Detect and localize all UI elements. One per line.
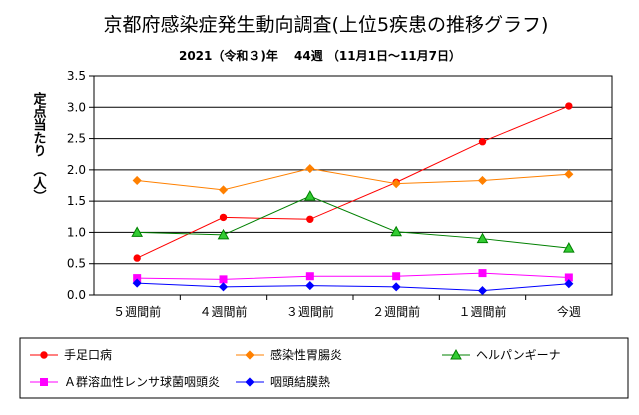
data-point	[133, 254, 141, 262]
data-point	[217, 228, 230, 240]
data-point	[562, 242, 575, 253]
legend-label: ヘルパンギーナ	[476, 348, 561, 362]
series-2	[131, 190, 575, 253]
x-tick-label: 今週	[557, 304, 581, 319]
data-point	[305, 164, 315, 174]
legend-item: 咽頭結膜熱	[236, 375, 330, 389]
data-point	[219, 213, 228, 222]
y-axis-label: 定点当たり （人）	[31, 91, 48, 202]
data-point	[303, 190, 316, 201]
series-0	[133, 102, 573, 262]
data-point	[306, 215, 314, 223]
y-tick-label: 0.0	[67, 288, 86, 302]
x-tick-label: ２週間前	[372, 304, 420, 319]
data-point	[391, 282, 401, 292]
legend-label: Ａ群溶血性レンサ球菌咽頭炎	[64, 374, 220, 389]
x-axis-ticks: ５週間前 ４週間前 ３週間前 ２週間前 １週間前 今週	[113, 295, 581, 319]
data-point	[476, 232, 489, 244]
legend-box	[19, 337, 629, 399]
legend-item: ヘルパンギーナ	[442, 348, 561, 362]
y-tick-label: 2.5	[67, 132, 86, 146]
legend-marker	[40, 351, 48, 359]
x-tick-label: ４週間前	[199, 304, 247, 319]
data-point	[305, 272, 314, 281]
plot-area	[93, 75, 613, 296]
y-tick-label: 3.5	[67, 69, 86, 83]
y-tick-label: 2.0	[67, 163, 86, 177]
data-point	[390, 225, 403, 237]
data-point	[219, 275, 228, 284]
series-line	[137, 282, 569, 292]
data-point	[131, 226, 144, 237]
legend-marker	[450, 348, 462, 360]
data-point	[564, 279, 574, 289]
data-point	[564, 169, 574, 179]
y-tick-label: 3.0	[67, 100, 86, 114]
data-point	[477, 175, 488, 186]
data-point	[391, 179, 401, 189]
y-axis-ticks: 0.0 0.5 1.0 1.5 2.0 2.5 3.0 3.5	[67, 69, 94, 302]
y-axis-label-text: 定点当たり （人）	[31, 91, 48, 202]
data-point	[132, 175, 142, 186]
data-point	[392, 272, 401, 281]
data-point	[132, 278, 142, 288]
series-1	[132, 164, 574, 195]
legend-marker	[245, 350, 255, 360]
y-tick-label: 1.0	[67, 225, 86, 239]
x-tick-label: １週間前	[458, 304, 506, 319]
legend-marker	[245, 377, 255, 387]
gridlines	[94, 106, 612, 265]
legend-label: 手足口病	[64, 347, 112, 362]
series-line	[137, 168, 569, 191]
data-point	[305, 281, 315, 291]
series-line	[137, 195, 569, 249]
x-tick-label: ３週間前	[286, 304, 334, 319]
series-group	[131, 102, 575, 296]
data-point	[478, 138, 487, 146]
data-point	[478, 269, 487, 278]
data-point	[477, 286, 488, 296]
legend-marker	[40, 378, 48, 386]
series-line	[137, 272, 569, 280]
data-point	[565, 102, 573, 110]
legend-label: 咽頭結膜熱	[270, 375, 330, 389]
legend-label: 感染性胃腸炎	[270, 347, 342, 362]
data-point	[218, 282, 229, 292]
y-tick-label: 1.5	[67, 194, 86, 208]
chart-subtitle: 2021（令和３)年 44週 （11月1日～11月7日）	[179, 48, 461, 63]
y-tick-label: 0.5	[67, 257, 86, 271]
legend: 手足口病 感染性胃腸炎 ヘルパンギーナ Ａ群溶血性レンサ球菌咽頭炎 咽頭結膜熱	[30, 347, 561, 389]
series-line	[136, 105, 570, 259]
data-point	[218, 185, 229, 195]
chart-title: 京都府感染症発生動向調査(上位5疾患の推移グラフ)	[104, 14, 549, 36]
legend-item: 手足口病	[30, 347, 112, 362]
series-3	[133, 269, 573, 284]
series-4	[132, 278, 574, 296]
legend-item: Ａ群溶血性レンサ球菌咽頭炎	[30, 374, 220, 389]
x-tick-label: ５週間前	[113, 304, 161, 319]
legend-item: 感染性胃腸炎	[236, 347, 342, 362]
